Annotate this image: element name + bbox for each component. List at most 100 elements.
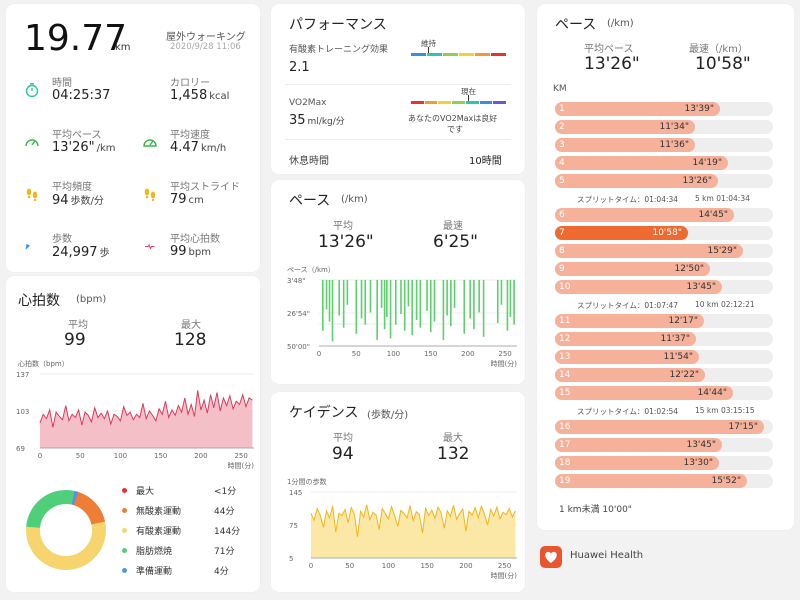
split-km-number: 7 <box>559 228 565 238</box>
splits-footer: 1 km未満 10'00" <box>559 505 632 515</box>
distance-value: 19.77 <box>24 18 128 59</box>
y-tick-label: 75 <box>289 522 298 530</box>
split-time: 13'26" <box>682 176 712 186</box>
aerobic-scale-segment <box>459 53 474 56</box>
split-bar: 15 14'44" <box>555 386 733 400</box>
split-row: 4 14'19" <box>555 156 773 170</box>
metric-label: 平均速度 <box>170 130 210 141</box>
pace-bar <box>453 280 456 308</box>
cadence-chart-ylabel: 1分間の歩数 <box>287 478 327 486</box>
split-time: 11'36" <box>659 140 689 150</box>
aerobic-scale-segment <box>427 53 442 56</box>
split-time: 11'37" <box>660 334 690 344</box>
pace-bar <box>442 280 445 340</box>
vo2-number: 35 <box>289 113 306 128</box>
cadence-title: ケイデンス <box>289 405 359 421</box>
x-tick-label: 150 <box>424 350 437 358</box>
metric-6: 歩数 24,997 歩 <box>24 230 140 270</box>
metric-1: カロリー 1,458 kcal <box>142 74 258 114</box>
pace-bar <box>394 280 397 325</box>
zone-name: 有酸素運動 <box>136 527 182 537</box>
zone-color-icon <box>122 568 127 573</box>
summary-card: 19.77 km 屋外ウォーキング 2020/9/28 11:06 時間 04:2… <box>6 4 260 272</box>
metric-value: 99 bpm <box>170 244 211 259</box>
pace-unit: (/km) <box>341 194 368 205</box>
pace-bar <box>380 280 383 308</box>
vo2-scale-segment <box>424 101 438 104</box>
split-time: 15'52" <box>711 476 741 486</box>
metric-label: 平均ストライド <box>170 182 240 193</box>
heart-unit: (bpm) <box>76 294 107 305</box>
split-time: 12'22" <box>669 370 699 380</box>
split-row: 9 12'50" <box>555 262 773 276</box>
split-row: 12 11'37" <box>555 332 773 346</box>
metric-unit: kcal <box>209 91 230 102</box>
split-time: 14'19" <box>692 158 722 168</box>
split-time: 15'29" <box>707 246 737 256</box>
zone-color-icon <box>122 488 127 493</box>
donut-slice <box>26 490 75 529</box>
split-time: 17'15" <box>728 422 758 432</box>
split-row: 13 11'54" <box>555 350 773 364</box>
donut-slice <box>73 492 106 526</box>
vo2-scale-segment <box>438 101 452 104</box>
flame-icon <box>142 82 158 102</box>
y-tick-label: 103 <box>16 408 29 416</box>
stopwatch-icon <box>24 82 40 102</box>
performance-card: パフォーマンス 有酸素トレーニング効果 2.1 維持 VO2Max 35 ml/k… <box>271 4 525 174</box>
aerobic-value: 2.1 <box>289 60 310 75</box>
y-tick-label: 69 <box>16 445 25 453</box>
zone-name: 最大 <box>136 487 155 497</box>
split-bar: 16 17'15" <box>555 420 764 434</box>
split-row: 2 11'34" <box>555 120 773 134</box>
cadence-avg-label: 平均 <box>333 433 353 444</box>
performance-title: パフォーマンス <box>289 17 387 33</box>
heart-chart-ylabel: 心拍数（bpm） <box>18 360 69 368</box>
cadence-area <box>311 504 516 558</box>
vo2-value: 35 ml/kg/分 <box>289 113 345 128</box>
split-km-number: 9 <box>559 264 565 274</box>
zone-duration: 71分 <box>214 547 235 557</box>
metric-unit: 歩数/分 <box>70 196 104 207</box>
cadence-max-label: 最大 <box>443 433 463 444</box>
split-row: 1 13'39" <box>555 102 773 116</box>
splits-fast-label: 最速（/km） <box>689 44 748 55</box>
y-tick-label: 26'54" <box>287 310 310 318</box>
split-km-number: 12 <box>559 334 571 344</box>
y-tick-label: 137 <box>16 371 29 379</box>
pace-fast-value: 6'25" <box>433 232 478 252</box>
x-tick-label: 250 <box>498 350 511 358</box>
metric-3: 平均速度 4.47 km/h <box>142 126 258 166</box>
metric-0: 時間 04:25:37 <box>24 74 140 114</box>
split-row: 11 12'17" <box>555 314 773 328</box>
rest-value: 10時間 <box>469 156 502 167</box>
x-tick-label: 150 <box>420 562 433 570</box>
vo2-marker-label: 現在 <box>461 87 476 96</box>
pace-bar <box>473 280 475 330</box>
x-tick-label: 150 <box>154 452 167 460</box>
pace-bar <box>411 280 413 336</box>
metric-value: 1,458 kcal <box>170 88 230 103</box>
x-tick-label: 0 <box>38 452 42 460</box>
pace-avg-value: 13'26" <box>318 232 374 252</box>
pace-bar <box>463 280 466 334</box>
split-time-note: スプリットタイム：01:04:34 <box>577 195 679 204</box>
pace-bar <box>355 280 358 334</box>
split-bar: 3 11'36" <box>555 138 695 152</box>
pace-bar <box>322 280 324 331</box>
x-tick-label: 0 <box>317 350 321 358</box>
vo2-marker-icon <box>468 95 469 102</box>
vo2-scale-segment <box>479 101 493 104</box>
metric-5: 平均ストライド 79 cm <box>142 178 258 218</box>
metric-unit: 歩 <box>99 248 110 259</box>
splits-unit: (/km) <box>607 18 634 29</box>
vo2-note-2: です <box>447 125 463 134</box>
footprints-icon <box>142 186 158 206</box>
split-cumulative-note: 10 km 02:12:21 <box>695 300 755 309</box>
split-time: 11'54" <box>663 352 693 362</box>
pace-card: ペース (/km) 平均 13'26" 最速 6'25" ペース（/km） 3'… <box>271 180 525 384</box>
huawei-health-logo-icon <box>540 546 562 568</box>
aerobic-scale-segment <box>491 53 506 56</box>
cadence-line <box>310 504 516 537</box>
